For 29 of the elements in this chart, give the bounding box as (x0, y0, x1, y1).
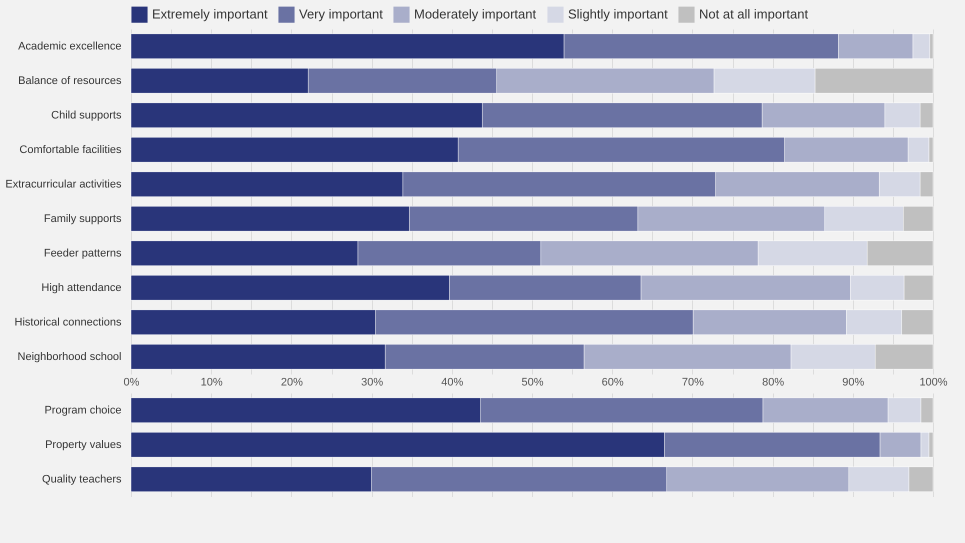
y-tick-label: Property values (45, 438, 122, 451)
y-tick-label: Program choice (44, 404, 122, 416)
y-tick-label: Child supports (51, 109, 122, 122)
x-tick-label: 40% (441, 376, 464, 388)
x-tick-label: 70% (682, 376, 704, 388)
y-tick-label: Extracurricular activities (5, 178, 122, 190)
y-tick-label: High attendance (41, 282, 122, 294)
x-tick-label: 90% (842, 376, 865, 388)
x-tick-label: 30% (361, 376, 384, 388)
x-tick-label: 50% (521, 376, 544, 388)
y-tick-label: Quality teachers (42, 473, 122, 486)
x-tick-label: 0% (124, 376, 140, 388)
y-tick-label: Academic excellence (18, 40, 122, 52)
y-tick-label: Balance of resources (18, 74, 122, 87)
legend-label: Not at all important (699, 6, 808, 22)
x-tick-label: 80% (762, 376, 784, 388)
y-tick-label: Family supports (44, 212, 122, 225)
legend-label: Very important (299, 6, 384, 22)
legend-label: Extremely important (152, 6, 268, 22)
y-tick-label: Feeder patterns (44, 247, 122, 260)
x-tick-label: 60% (602, 376, 624, 388)
x-tick-label: 100% (919, 376, 948, 388)
x-tick-label: 10% (200, 376, 223, 388)
x-tick-label: 20% (280, 376, 304, 388)
y-tick-label: Comfortable facilities (19, 144, 122, 156)
legend-label: Slightly important (568, 6, 668, 22)
y-tick-label: Historical connections (14, 316, 122, 328)
legend-label: Moderately important (414, 6, 536, 22)
y-tick-label: Neighborhood school (18, 350, 122, 363)
